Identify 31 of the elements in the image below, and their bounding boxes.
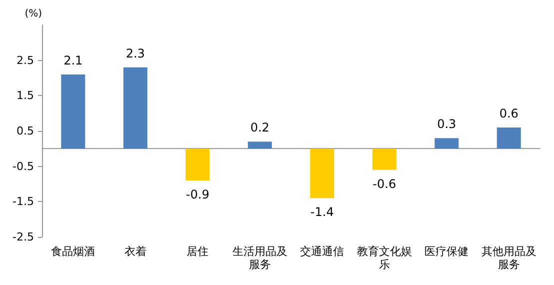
y-axis-title: (%) [24, 8, 42, 20]
data-label: -0.6 [372, 176, 396, 191]
y-tick-label: -2.5 [12, 230, 34, 244]
x-tick-label: 衣着 [124, 245, 146, 258]
x-tick-label: 教育文化娱乐 [356, 245, 412, 271]
bar [123, 67, 148, 149]
y-tick-label: -1.5 [12, 195, 34, 208]
x-tick-label: 其他用品及服务 [481, 245, 536, 271]
bar [372, 148, 396, 170]
x-tick-label: 食品烟酒 [51, 245, 96, 258]
y-tick-label: -0.5 [12, 160, 34, 173]
bar [61, 74, 86, 149]
data-label: 0.6 [499, 106, 518, 120]
bar [310, 148, 334, 198]
bar [248, 142, 272, 149]
data-label: 2.1 [64, 53, 83, 68]
data-label: 0.2 [250, 120, 270, 135]
bar [496, 127, 521, 149]
y-tick-label: 2.5 [16, 54, 34, 67]
bar [186, 148, 210, 180]
y-tick-label: 0.5 [16, 124, 34, 138]
data-label: -1.4 [310, 205, 334, 220]
y-tick-label: 1.5 [16, 89, 34, 102]
data-label: 2.3 [126, 46, 145, 60]
x-tick-label: 交通通信 [300, 245, 344, 258]
data-label: 0.3 [437, 117, 456, 132]
x-tick-label: 居住 [186, 245, 209, 258]
bar [434, 138, 459, 149]
data-label: -0.9 [186, 187, 210, 202]
x-tick-label: 生活用品及服务 [232, 245, 288, 271]
x-tick-label: 医疗保健 [424, 245, 469, 258]
